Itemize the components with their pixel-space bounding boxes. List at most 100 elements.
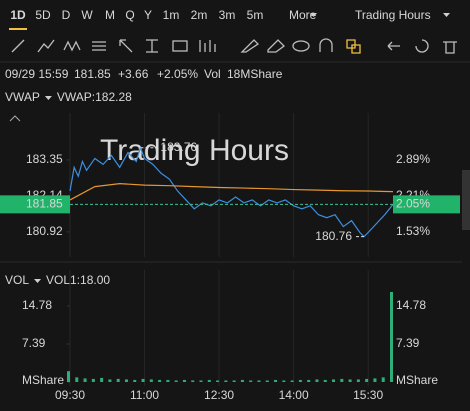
label-tool[interactable]	[172, 40, 188, 52]
volume-bar	[257, 380, 261, 382]
y-tick-label-right: 7.39	[396, 336, 420, 350]
vwap-line	[69, 183, 394, 201]
volume-bar	[307, 379, 311, 382]
volume-bar	[282, 380, 286, 382]
volume-bar	[83, 378, 87, 382]
line-tool[interactable]	[11, 39, 25, 53]
volume-bar	[166, 379, 170, 382]
volume-bar	[149, 379, 153, 382]
dropdown-arrow	[44, 96, 52, 100]
timeframe-tab[interactable]: Y	[144, 8, 152, 22]
volume-bar	[290, 380, 294, 382]
y-tick-label-right: MShare	[396, 373, 438, 387]
undo[interactable]	[387, 41, 400, 51]
volume-bar	[390, 292, 393, 382]
volume-bar	[365, 378, 369, 382]
vol-label: Vol	[204, 67, 221, 81]
volume-bar	[174, 380, 178, 382]
volume-bar	[356, 379, 360, 382]
volume-bar	[133, 379, 137, 382]
x-tick-label: 09:30	[55, 388, 85, 402]
wave-tool[interactable]	[63, 40, 81, 52]
price-line	[69, 145, 394, 238]
annotation: 180.76	[315, 229, 352, 243]
volume-bar	[216, 380, 220, 382]
last-pct: 2.05%	[396, 197, 430, 211]
eye-tool[interactable]	[292, 40, 310, 52]
volume-bar	[207, 379, 211, 382]
eraser-tool[interactable]	[267, 39, 285, 53]
timeframe-tab[interactable]: Q	[125, 8, 134, 22]
volume-bar	[199, 380, 203, 382]
pen-tool[interactable]	[240, 39, 260, 53]
toolbar	[11, 38, 457, 54]
indicator-value: VOL1:18.00	[46, 273, 110, 287]
magnet-tool[interactable]	[319, 38, 333, 52]
link-tool[interactable]	[346, 39, 361, 54]
scroll-handle[interactable]	[462, 170, 470, 230]
y-tick-label: 180.92	[26, 224, 63, 238]
x-tick-label: 14:00	[279, 388, 309, 402]
timeframe-tab[interactable]: More	[289, 8, 317, 22]
volume-bar	[298, 379, 302, 382]
indicator-value: VWAP:182.28	[57, 90, 132, 104]
volume-bar	[75, 377, 79, 382]
bars-tool[interactable]	[199, 40, 216, 52]
dropdown-arrow	[34, 279, 42, 283]
timeframe-tab[interactable]: W	[81, 8, 93, 22]
y-tick-label: MShare	[22, 373, 64, 387]
y2-tick-label: 1.53%	[396, 224, 430, 238]
indicator-name[interactable]: VOL	[5, 273, 29, 287]
volume-bar	[373, 378, 377, 382]
y-tick-label: 14.78	[22, 298, 52, 312]
collapse-chevron[interactable]	[9, 115, 21, 122]
timeframe-tab[interactable]: 1D	[10, 8, 26, 22]
volume-bar	[141, 378, 145, 382]
fib-tool[interactable]	[92, 41, 106, 51]
volume-bar	[274, 379, 278, 382]
volume-bar	[340, 378, 344, 382]
volume-bar	[100, 377, 104, 382]
timeframe-tab[interactable]: 5D	[35, 8, 51, 22]
x-tick-label: 15:30	[353, 388, 383, 402]
delete[interactable]	[443, 41, 457, 54]
x-tick-label: 11:00	[130, 388, 159, 402]
change-pct: +2.05%	[157, 67, 198, 81]
datetime: 09/29 15:59	[5, 67, 69, 81]
last-pct-tag	[393, 195, 460, 214]
redo[interactable]	[415, 39, 429, 53]
price: 181.85	[74, 67, 111, 81]
change: +3.66	[118, 67, 149, 81]
polyline-tool[interactable]	[37, 39, 55, 53]
tab-underline	[9, 28, 27, 30]
volume-bar	[191, 380, 195, 382]
volume-bar	[315, 379, 319, 382]
volume-bar	[323, 379, 327, 382]
timeframe-tab[interactable]: 1m	[163, 8, 180, 22]
volume-bar	[249, 380, 253, 382]
volume-bar	[348, 379, 352, 382]
volume-bar	[124, 379, 128, 382]
volume-bar	[116, 378, 120, 382]
watermark: Trading Hours	[100, 134, 289, 167]
volume-bar	[232, 380, 236, 382]
dropdown-arrow	[310, 13, 317, 17]
session-select[interactable]: Trading Hours	[355, 8, 431, 22]
timeframe-tab[interactable]: D	[62, 8, 71, 22]
y-tick-label-right: 14.78	[396, 298, 426, 312]
arrow-tool[interactable]	[119, 39, 133, 53]
volume-bar	[158, 379, 162, 382]
text-tool[interactable]	[146, 39, 158, 53]
timeframe-tab[interactable]: 5m	[247, 8, 264, 22]
y2-tick-label: 2.89%	[396, 152, 430, 166]
y-tick-label: 183.35	[26, 152, 63, 166]
timeframe-tab[interactable]: 3m	[219, 8, 236, 22]
indicator-name[interactable]: VWAP	[5, 90, 40, 104]
timeframe-tab[interactable]: M	[105, 8, 115, 22]
timeframe-tab[interactable]: 2m	[191, 8, 208, 22]
volume-bar	[108, 379, 112, 382]
dropdown-arrow	[443, 13, 450, 17]
last-price: 181.85	[26, 197, 63, 211]
y-tick-label: 7.39	[22, 336, 46, 350]
